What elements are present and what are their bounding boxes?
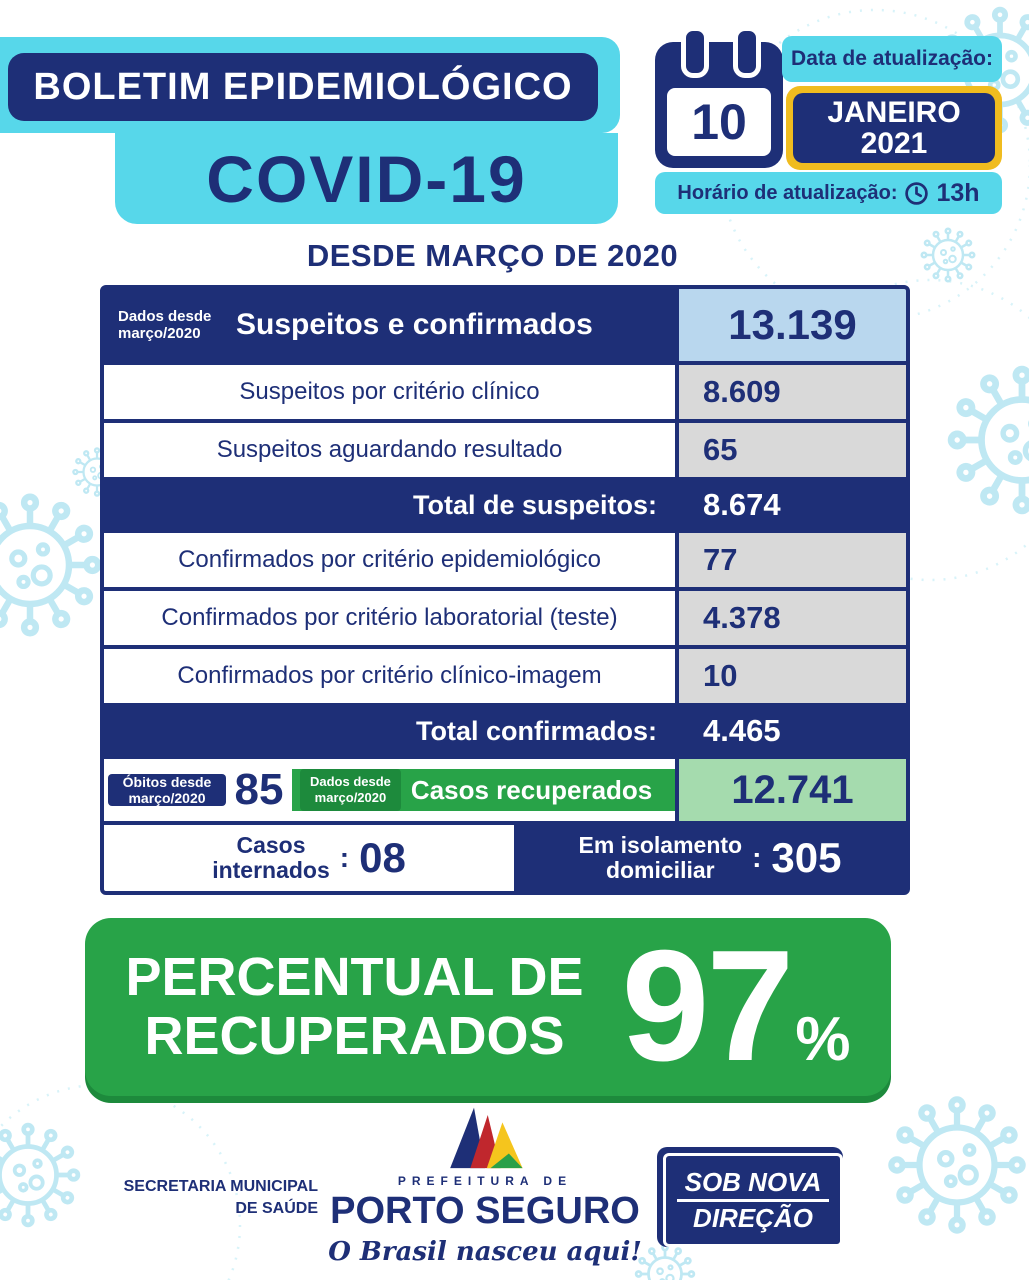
table-row-epidemiological-confirmed: Confirmados por critério epidemiológico … <box>104 533 906 587</box>
row-value: 65 <box>675 423 906 477</box>
update-time-box: Horário de atualização: 13h <box>655 172 1002 214</box>
row-label: Total confirmados: <box>415 715 657 746</box>
row-label: Suspeitos aguardando resultado <box>216 436 563 463</box>
update-time: 13h <box>936 178 980 207</box>
covid-subtitle-box: COVID-19 <box>115 133 618 224</box>
row-label: Confirmados por critério epidemiológico <box>178 546 601 573</box>
deaths-since-badge: Óbitos desde março/2020 <box>108 773 226 807</box>
update-time-label: Horário de atualização: <box>677 181 898 204</box>
row-label-cell: Dados desde março/2020 Suspeitos e confi… <box>104 289 675 361</box>
row-value: 12.741 <box>675 759 906 821</box>
table-row-hospitalized-isolation: Casos internados : 08 Em isolamento domi… <box>104 825 906 891</box>
row-label: Confirmados por critério clínico-imagem <box>177 662 602 689</box>
row-value: 13.139 <box>675 289 906 361</box>
prefeitura-label: PREFEITURA DE <box>397 1174 573 1188</box>
row-value: 10 <box>675 649 906 703</box>
table-row-clinical-suspects: Suspeitos por critério clínico 8.609 <box>104 365 906 419</box>
table-row-image-confirmed: Confirmados por critério clínico-imagem … <box>104 649 906 703</box>
row-label-cell: Óbitos desde março/2020 85 Dados desde m… <box>104 759 675 821</box>
row-label: Confirmados por critério laboratorial (t… <box>161 604 618 631</box>
table-row-recovered: Óbitos desde março/2020 85 Dados desde m… <box>104 759 906 821</box>
separator: : <box>752 842 762 873</box>
isolation-value: 305 <box>771 834 842 881</box>
recovered-label-box: Dados desde março/2020 Casos recuperados <box>292 769 675 811</box>
row-label: Suspeitos e confirmados <box>236 308 593 341</box>
covid-subtitle: COVID-19 <box>206 141 527 216</box>
separator: : <box>339 842 350 873</box>
porto-seguro-logo: PREFEITURA DE PORTO SEGURO O Brasil nasc… <box>325 1104 645 1267</box>
city-slogan: O Brasil nasceu aqui! <box>328 1237 642 1267</box>
percent-recovered-label: PERCENTUAL DE RECUPERADOS <box>125 946 584 1066</box>
bulletin-title-box: BOLETIM EPIDEMIOLÓGICO <box>8 53 598 121</box>
update-month: JANEIRO <box>827 95 961 129</box>
row-label: Casos recuperados <box>410 774 653 805</box>
clock-icon <box>904 181 929 206</box>
percent-recovered-value: 97 % <box>621 918 851 1095</box>
table-row-lab-confirmed: Confirmados por critério laboratorial (t… <box>104 591 906 645</box>
row-value: 8.609 <box>675 365 906 419</box>
secretaria-label: SECRETARIA MUNICIPAL DE SAÚDE <box>123 1178 318 1217</box>
percent-sign: % <box>795 1004 851 1074</box>
table-row-awaiting-results: Suspeitos aguardando resultado 65 <box>104 423 906 477</box>
update-day: 10 <box>667 88 771 156</box>
hospitalized-cell: Casos internados : 08 <box>104 825 514 891</box>
table-row-total-confirmed: Total confirmados: 4.465 <box>104 707 906 755</box>
calendar-icon: 10 <box>655 26 783 168</box>
row-value: 4.465 <box>675 707 906 755</box>
row-value: 4.378 <box>675 591 906 645</box>
data-since-badge: Dados desde março/2020 <box>118 307 212 342</box>
isolation-label: Em isolamento domiciliar <box>578 832 743 883</box>
calendar-ring-icon <box>681 26 709 78</box>
row-label: Total de suspeitos: <box>412 489 657 520</box>
bulletin-title: BOLETIM EPIDEMIOLÓGICO <box>33 65 573 108</box>
prefeitura-emblem-icon <box>450 1107 523 1169</box>
deaths-value: 85 <box>234 765 284 814</box>
covid-data-table: Dados desde março/2020 Suspeitos e confi… <box>100 285 910 895</box>
update-date-label: Data de atualização: <box>782 36 1002 82</box>
table-row-total-suspects: Total de suspeitos: 8.674 <box>104 481 906 529</box>
city-name: PORTO SEGURO <box>330 1190 640 1232</box>
sob-nova-direcao-badge: SOB NOVA DIREÇÃO <box>657 1147 843 1247</box>
calendar-ring-icon <box>733 26 761 78</box>
period-title: DESDE MARÇO DE 2020 <box>306 238 679 273</box>
percent-recovered-banner: PERCENTUAL DE RECUPERADOS 97 % <box>85 918 891 1096</box>
hospitalized-label: Casos internados <box>212 832 330 883</box>
isolation-cell: Em isolamento domiciliar : 305 <box>514 825 906 891</box>
data-since-badge: Dados desde março/2020 <box>300 769 401 811</box>
hospitalized-value: 08 <box>359 834 406 881</box>
table-row-suspects-confirmed: Dados desde março/2020 Suspeitos e confi… <box>104 289 906 361</box>
row-value: 77 <box>675 533 906 587</box>
update-month-box: JANEIRO 2021 <box>786 86 1002 170</box>
row-value: 8.674 <box>675 481 906 529</box>
update-month-inner: JANEIRO 2021 <box>793 93 995 163</box>
row-label: Suspeitos por critério clínico <box>239 378 540 405</box>
update-year: 2021 <box>860 127 928 160</box>
